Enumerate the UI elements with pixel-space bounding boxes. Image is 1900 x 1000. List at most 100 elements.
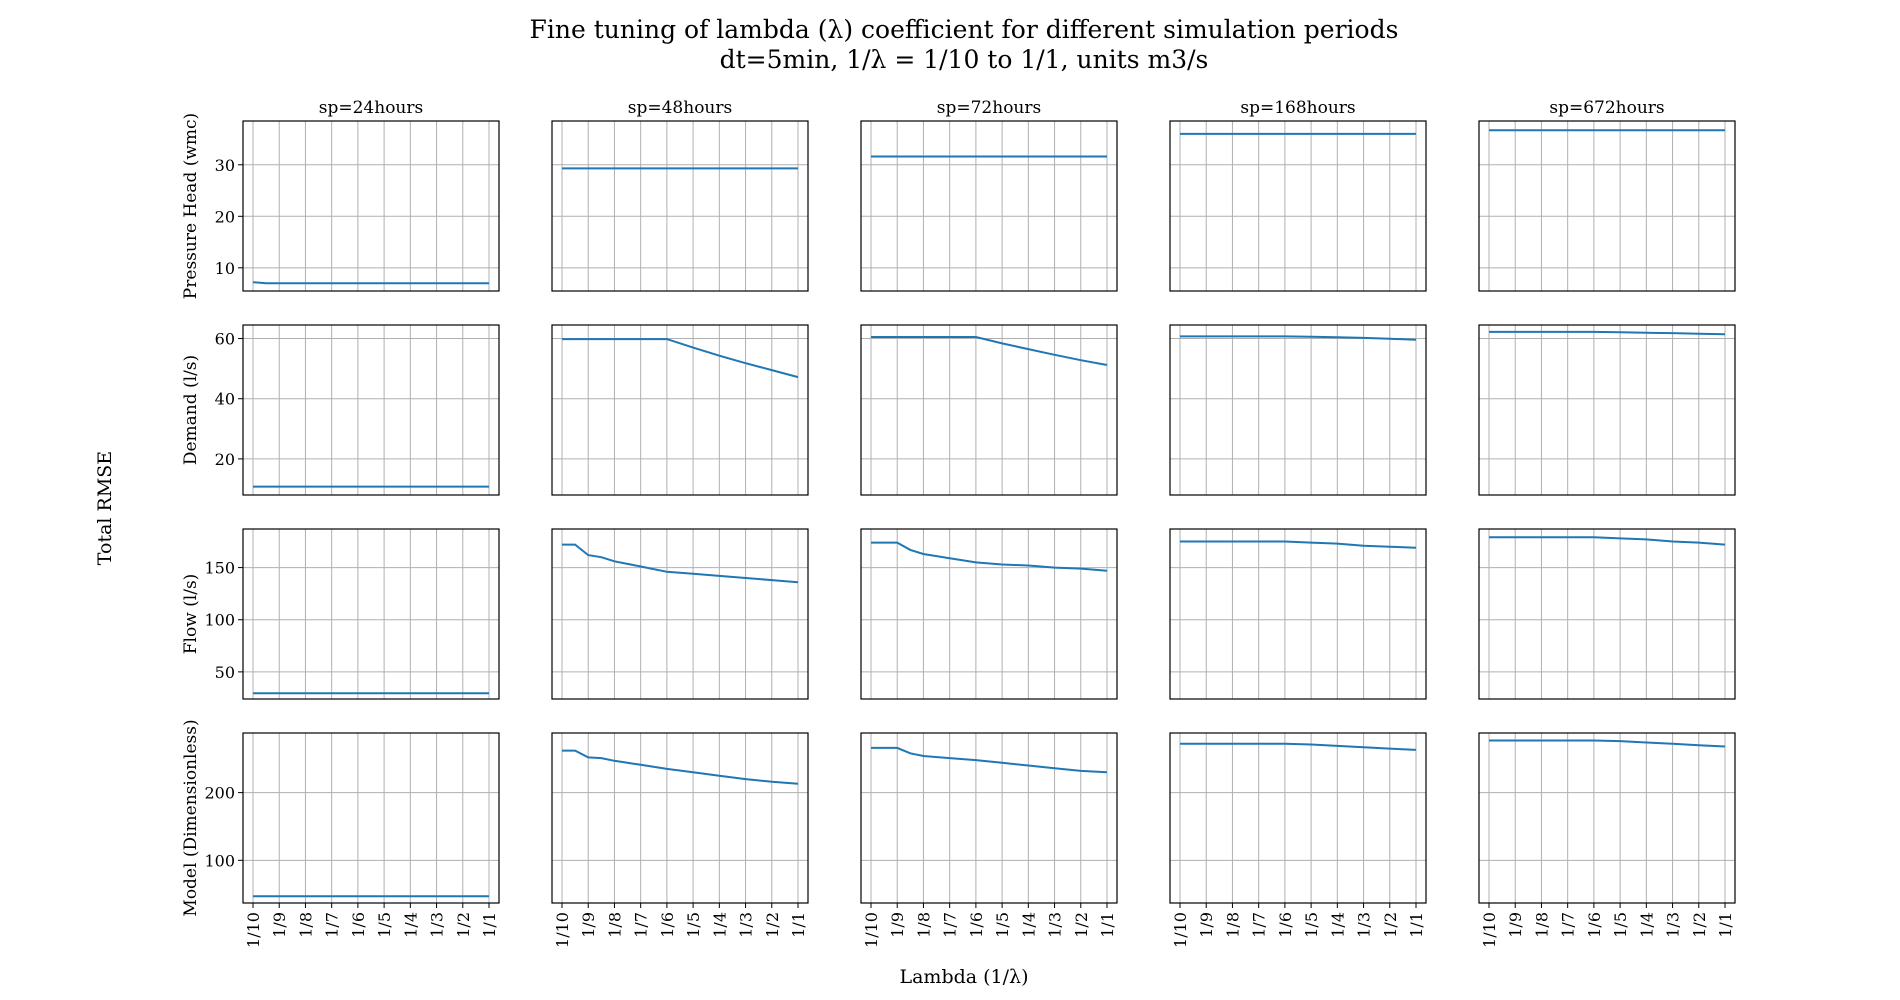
series-line: [1489, 536, 1726, 546]
subplot-frame: [1169, 732, 1427, 904]
subplot-frame: [1478, 324, 1736, 496]
subplot-frame: [1478, 732, 1736, 904]
series-line: [1489, 739, 1726, 748]
x-tick-label: 1/3: [1355, 912, 1374, 938]
series-line: [562, 749, 799, 785]
x-tick-label: 1/3: [1664, 912, 1683, 938]
x-tick-label: 1/8: [1532, 912, 1551, 938]
subplot-frame: [1478, 120, 1736, 292]
x-tick-label: 1/6: [349, 912, 368, 938]
subplot-frame: [860, 528, 1118, 700]
y-tick-label: 40: [215, 390, 235, 409]
series-line: [871, 541, 1108, 572]
subplot-frame: [551, 324, 809, 496]
subplot-frame: [242, 528, 500, 700]
subplot-frame: [242, 732, 500, 904]
x-tick-label: 1/1: [1716, 912, 1735, 938]
subplot-panel: 1/10 1/9 1/8 1/7 1/6 1/5 1/4 1/3 1/2 1/1: [860, 732, 1118, 948]
x-tick-label: 1/3: [1046, 912, 1065, 938]
x-tick-label: 1/10: [244, 912, 263, 948]
subplot-panel: [551, 324, 809, 496]
x-tick-label: 1/7: [323, 912, 342, 938]
subplot-frame: [242, 324, 500, 496]
y-tick-label: 60: [215, 330, 235, 349]
x-tick-label: 1/10: [1480, 912, 1499, 948]
y-tick-label: 20: [215, 450, 235, 469]
y-axis-label: Total RMSE: [94, 451, 116, 565]
x-tick-label: 1/2: [1381, 912, 1400, 938]
subplot-panel: 10 20 30: [215, 120, 500, 292]
x-tick-label: 1/1: [1098, 912, 1117, 938]
subplot-frame: [860, 732, 1118, 904]
x-tick-label: 1/5: [684, 912, 703, 938]
series-line: [1180, 335, 1417, 341]
y-tick-label: 200: [204, 784, 235, 803]
x-tick-label: 1/8: [1223, 912, 1242, 938]
series-line: [871, 746, 1108, 774]
subplot-panel: [551, 120, 809, 292]
x-tick-label: 1/4: [1019, 912, 1038, 938]
subplot-panel: 50 100 150: [204, 528, 500, 700]
chart-subtitle: dt=5min, 1/λ = 1/10 to 1/1, units m3/s: [720, 45, 1209, 74]
y-tick-label: 150: [204, 559, 235, 578]
subplot-panel: [1478, 528, 1736, 700]
x-tick-label: 1/5: [1611, 912, 1630, 938]
subplot-frame: [1478, 528, 1736, 700]
series-line: [252, 281, 489, 285]
x-tick-label: 1/9: [1506, 912, 1525, 938]
x-tick-label: 1/9: [888, 912, 907, 938]
subplot-panel: 100 200 1/10 1/9 1/8 1/7 1/6 1/5 1/4 1/3 1/2 1/1: [204, 732, 500, 948]
x-tick-label: 1/10: [862, 912, 881, 948]
subplot-panel: [860, 324, 1118, 496]
subplot-panel: [551, 528, 809, 700]
series-line: [1180, 742, 1417, 751]
x-tick-label: 1/6: [967, 912, 986, 938]
x-tick-label: 1/4: [710, 912, 729, 938]
x-tick-label: 1/1: [480, 912, 499, 938]
x-tick-label: 1/6: [658, 912, 677, 938]
x-tick-label: 1/7: [941, 912, 960, 938]
subplot-frame: [860, 120, 1118, 292]
x-tick-label: 1/5: [375, 912, 394, 938]
subplot-panel: 1/10 1/9 1/8 1/7 1/6 1/5 1/4 1/3 1/2 1/1: [551, 732, 809, 948]
subplot-panel: [1478, 120, 1736, 292]
x-tick-label: 1/2: [454, 912, 473, 938]
x-tick-label: 1/8: [605, 912, 624, 938]
series-line: [562, 543, 799, 584]
row-y-label: Model (Dimensionless): [181, 719, 201, 916]
subplot-frame: [1169, 120, 1427, 292]
x-tick-label: 1/3: [737, 912, 756, 938]
x-tick-label: 1/7: [1250, 912, 1269, 938]
x-tick-label: 1/2: [1072, 912, 1091, 938]
x-tick-label: 1/8: [914, 912, 933, 938]
subplot-frame: [1169, 528, 1427, 700]
subplot-panel: [1169, 324, 1427, 496]
column-title: sp=48hours: [628, 98, 732, 118]
x-tick-label: 1/4: [401, 912, 420, 938]
x-tick-label: 1/2: [763, 912, 782, 938]
x-tick-label: 1/9: [270, 912, 289, 938]
y-tick-label: 30: [215, 156, 235, 175]
row-y-label: Demand (l/s): [181, 355, 201, 465]
subplot-panel: [860, 528, 1118, 700]
x-tick-label: 1/4: [1328, 912, 1347, 938]
x-tick-label: 1/10: [553, 912, 572, 948]
x-tick-label: 1/6: [1276, 912, 1295, 938]
column-title: sp=72hours: [937, 98, 1041, 118]
subplot-panel: [1169, 528, 1427, 700]
x-tick-label: 1/3: [428, 912, 447, 938]
series-line: [562, 338, 799, 379]
y-tick-label: 50: [215, 663, 235, 682]
subplot-frame: [242, 120, 500, 292]
subplot-frame: [1169, 324, 1427, 496]
x-tick-label: 1/7: [1559, 912, 1578, 938]
x-tick-label: 1/5: [1302, 912, 1321, 938]
subplot-panel: 1/10 1/9 1/8 1/7 1/6 1/5 1/4 1/3 1/2 1/1: [1478, 732, 1736, 948]
subplot-frame: [551, 528, 809, 700]
series-line: [871, 336, 1108, 366]
column-title: sp=672hours: [1549, 98, 1664, 118]
x-axis-label: Lambda (1/λ): [899, 966, 1028, 988]
subplot-panel: 1/10 1/9 1/8 1/7 1/6 1/5 1/4 1/3 1/2 1/1: [1169, 732, 1427, 948]
column-title: sp=24hours: [319, 98, 423, 118]
